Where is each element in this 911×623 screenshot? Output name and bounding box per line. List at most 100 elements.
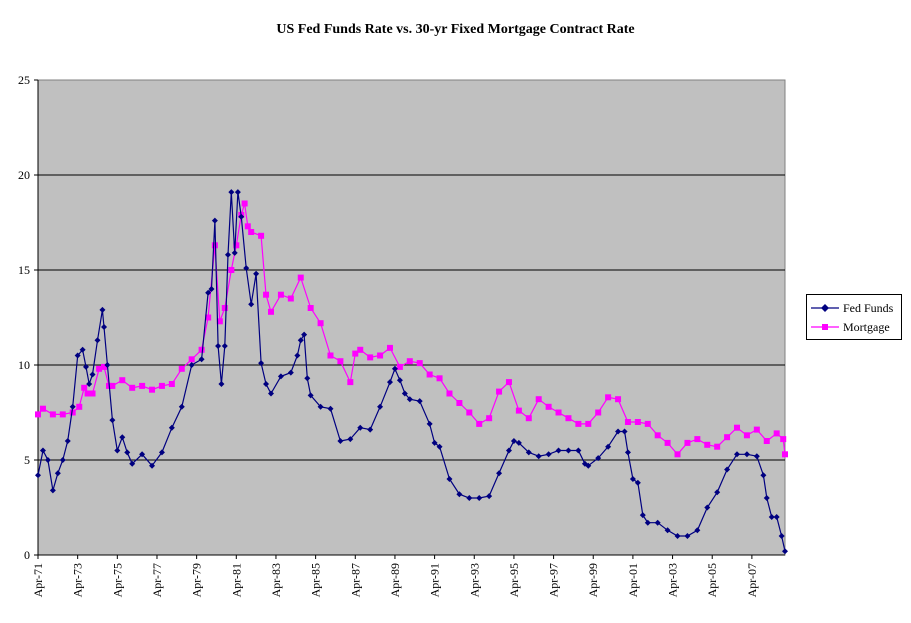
data-point	[268, 390, 275, 397]
data-point	[605, 443, 612, 450]
data-point	[109, 382, 116, 389]
x-tick-label: Apr-07	[745, 563, 759, 597]
data-point	[782, 451, 788, 458]
data-point	[188, 362, 195, 368]
data-point	[639, 512, 646, 519]
data-point	[59, 411, 66, 418]
data-point	[565, 447, 572, 454]
data-point	[287, 295, 294, 302]
x-tick-label: Apr-71	[31, 563, 45, 597]
y-tick-label: 5	[24, 453, 30, 467]
data-point	[565, 415, 572, 422]
data-point	[773, 430, 780, 437]
data-point	[327, 352, 334, 359]
data-point	[168, 424, 175, 431]
data-point	[129, 460, 136, 467]
y-tick-label: 15	[18, 263, 30, 277]
data-point	[221, 343, 228, 349]
x-tick-label: Apr-73	[71, 563, 85, 597]
data-point	[763, 438, 770, 444]
data-point	[476, 420, 483, 427]
y-tick-label: 20	[18, 168, 30, 182]
data-point	[287, 369, 294, 376]
data-point	[198, 346, 205, 353]
data-point	[496, 388, 503, 395]
data-point	[515, 407, 522, 414]
data-point	[82, 363, 89, 370]
data-point	[416, 360, 423, 367]
data-point	[253, 270, 260, 277]
data-point	[158, 449, 165, 456]
x-tick-label: Apr-93	[467, 563, 481, 597]
data-point	[694, 436, 701, 443]
data-point	[466, 409, 473, 416]
data-point	[446, 476, 453, 482]
data-point	[510, 438, 517, 444]
data-point	[664, 439, 671, 446]
data-point	[634, 419, 641, 425]
data-point	[139, 382, 146, 389]
data-point	[211, 217, 218, 224]
data-point	[228, 267, 235, 273]
data-point	[234, 189, 241, 196]
data-point	[228, 189, 235, 196]
x-tick-label: Apr-77	[150, 563, 164, 597]
data-point	[304, 375, 311, 382]
data-point	[208, 286, 215, 292]
data-point	[436, 375, 443, 382]
data-point	[99, 306, 106, 313]
x-tick-label: Apr-91	[428, 563, 442, 597]
data-point	[35, 472, 41, 479]
data-point	[119, 434, 126, 441]
data-point	[94, 337, 101, 344]
data-point	[575, 420, 582, 427]
x-tick-label: Apr-97	[547, 563, 561, 597]
data-point	[734, 424, 741, 431]
data-point	[664, 527, 671, 534]
data-point	[535, 453, 542, 460]
data-point	[39, 447, 46, 454]
data-point	[674, 451, 681, 458]
data-point	[124, 449, 131, 456]
data-point	[446, 390, 453, 397]
data-point	[545, 451, 552, 458]
data-point	[114, 447, 121, 454]
data-point	[168, 381, 175, 387]
data-point	[301, 331, 308, 338]
data-point	[297, 274, 304, 281]
data-point	[139, 451, 146, 458]
data-point	[231, 249, 238, 256]
data-point	[233, 242, 240, 249]
data-point	[347, 436, 354, 443]
data-point	[525, 415, 532, 422]
data-point	[76, 403, 83, 410]
data-point	[773, 514, 780, 520]
data-point	[337, 358, 344, 365]
data-point	[263, 291, 270, 298]
data-point	[486, 493, 493, 500]
fed-funds-legend-marker	[811, 304, 839, 312]
data-point	[347, 379, 354, 386]
data-point	[734, 451, 741, 458]
data-point	[476, 495, 483, 501]
data-point	[768, 514, 775, 520]
data-point	[129, 384, 136, 391]
x-tick-label: Apr-87	[348, 563, 362, 597]
x-tick-label: Apr-79	[190, 563, 204, 597]
data-point	[535, 396, 542, 403]
data-point	[753, 426, 760, 433]
data-point	[158, 382, 165, 389]
data-point	[89, 390, 96, 397]
data-point	[248, 229, 255, 235]
data-point	[782, 548, 788, 555]
data-point	[59, 457, 66, 463]
data-point	[86, 381, 93, 387]
data-point	[357, 424, 364, 431]
data-point	[79, 346, 86, 353]
data-point	[84, 390, 91, 397]
data-point	[545, 403, 552, 410]
data-point	[714, 489, 721, 496]
data-point	[724, 466, 731, 473]
x-tick-label: Apr-03	[666, 563, 680, 597]
